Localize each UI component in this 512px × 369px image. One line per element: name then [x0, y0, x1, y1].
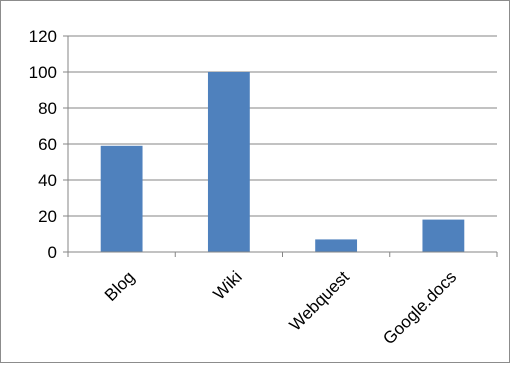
- y-tick-labels: 0 20 40 60 80 100 120: [29, 27, 57, 262]
- y-tick-label: 20: [38, 207, 57, 226]
- x-tick-label: Wiki: [210, 267, 246, 303]
- y-tick-label: 100: [29, 63, 57, 82]
- bar-webquest: [315, 239, 358, 252]
- bars: [100, 72, 465, 252]
- x-tick-label: Blog: [101, 267, 138, 304]
- y-tick-label: 80: [38, 99, 57, 118]
- chart-frame: 0 20 40 60 80 100 120 Blog Wiki Webquest Google.d…: [0, 0, 510, 363]
- x-tick-label: Webquest: [286, 267, 354, 335]
- bar-chart: 0 20 40 60 80 100 120 Blog Wiki Webquest Google.d…: [29, 27, 498, 348]
- axes: [67, 36, 498, 257]
- bar-google-docs: [422, 219, 465, 252]
- y-tick-label: 40: [38, 171, 57, 190]
- y-tick-label: 120: [29, 27, 57, 46]
- bar-wiki: [207, 72, 250, 252]
- x-tick-label: Google.docs: [379, 267, 460, 348]
- bar-blog: [100, 145, 143, 252]
- x-tick-labels: Blog Wiki Webquest Google.docs: [101, 267, 460, 348]
- y-tick-label: 0: [48, 243, 57, 262]
- y-tick-label: 60: [38, 135, 57, 154]
